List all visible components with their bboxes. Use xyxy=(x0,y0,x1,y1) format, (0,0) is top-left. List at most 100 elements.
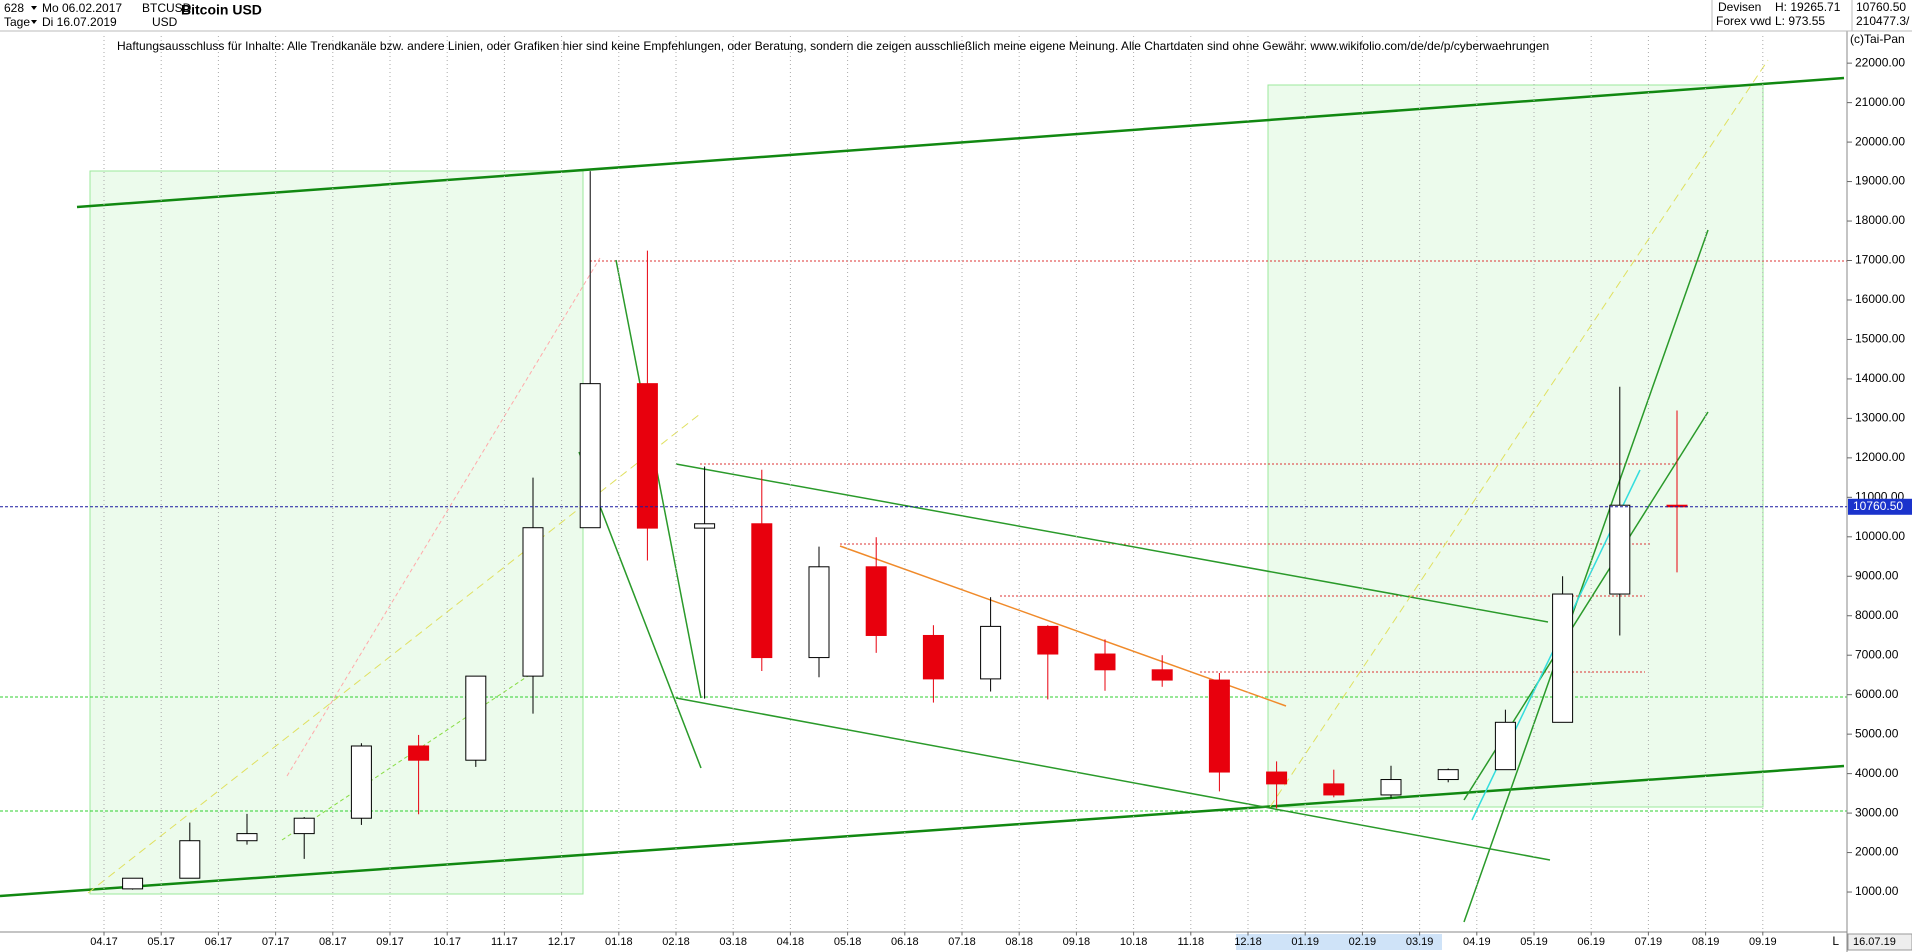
x-tick-label: 01.18 xyxy=(605,936,633,948)
trend-line xyxy=(0,764,1845,898)
period[interactable]: Tage xyxy=(4,15,30,29)
trend-line xyxy=(1269,59,1769,808)
x-tick-label: 11.17 xyxy=(491,936,518,948)
candle-body xyxy=(236,833,258,842)
candle-body xyxy=(636,383,658,529)
x-tick-label: 11.18 xyxy=(1177,936,1204,948)
market: Devisen xyxy=(1718,0,1761,14)
x-tick-label: 10.18 xyxy=(1120,936,1148,948)
candle-body xyxy=(179,840,201,879)
x-tick-label: 02.18 xyxy=(662,936,690,948)
trend-line xyxy=(675,697,1551,861)
y-tick-label: 16000.00 xyxy=(1855,292,1905,306)
candle-body xyxy=(1494,721,1516,771)
candle-body xyxy=(408,745,430,761)
candle-body xyxy=(808,566,830,659)
y-tick-label: 17000.00 xyxy=(1855,253,1905,267)
y-tick-label: 13000.00 xyxy=(1855,411,1905,425)
x-tick-label: 03.19 xyxy=(1406,936,1434,948)
header-bar xyxy=(0,0,1912,31)
y-tick-label: 22000.00 xyxy=(1855,55,1905,69)
x-tick-label: 06.17 xyxy=(205,936,233,948)
x-tick-label: 05.19 xyxy=(1520,936,1548,948)
y-tick-label: 18000.00 xyxy=(1855,213,1905,227)
last-price-box xyxy=(1848,498,1912,515)
candle-body xyxy=(579,383,601,529)
x-tick-label: 03.18 xyxy=(719,936,747,948)
y-tick-label: 19000.00 xyxy=(1855,174,1905,188)
trend-line xyxy=(286,257,601,777)
candle-body xyxy=(465,675,487,761)
x-tick-label: 04.19 xyxy=(1463,936,1491,948)
y-tick-label: 12000.00 xyxy=(1855,450,1905,464)
chart-id[interactable]: 628 xyxy=(4,1,24,15)
x-tick-label: 09.17 xyxy=(376,936,404,948)
annotations xyxy=(0,59,1847,923)
symbol: BTCUSD xyxy=(142,1,192,15)
x-tick-label: 12.17 xyxy=(548,936,576,948)
disclaimer: Haftungsausschluss für Inhalte: Alle Tre… xyxy=(117,39,1549,53)
y-tick-label: 20000.00 xyxy=(1855,134,1905,148)
header: 628 Tage Mo 06.02.2017 Di 16.07.2019 BTC… xyxy=(0,0,1912,32)
candle-body xyxy=(1037,625,1059,655)
x-tick-label: 05.18 xyxy=(834,936,862,948)
trend-line xyxy=(839,545,1287,707)
candle-body xyxy=(1609,504,1631,595)
end-date: 16.07.19 xyxy=(1853,936,1896,948)
trend-line xyxy=(76,76,1845,209)
candle-body xyxy=(694,523,716,529)
y-tick-label: 8000.00 xyxy=(1855,608,1899,622)
scale-mode[interactable]: L xyxy=(1832,934,1839,948)
x-tick-label: 09.19 xyxy=(1749,936,1777,948)
trend-line xyxy=(675,463,1549,623)
y-tick-label: 7000.00 xyxy=(1855,647,1899,661)
candle-body xyxy=(1323,783,1345,796)
volume-info: 210477.3/ xyxy=(1856,14,1910,28)
candle-body xyxy=(522,527,544,677)
x-tick-label: 07.17 xyxy=(262,936,290,948)
x-tick-label: 05.17 xyxy=(147,936,175,948)
y-tick-label: 6000.00 xyxy=(1855,687,1899,701)
y-tick-label: 3000.00 xyxy=(1855,805,1899,819)
y-tick-label: 15000.00 xyxy=(1855,332,1905,346)
y-tick-label: 10000.00 xyxy=(1855,529,1905,543)
candle-body xyxy=(1208,679,1230,773)
trend-line xyxy=(615,259,702,699)
candle-body xyxy=(1552,593,1574,723)
candle-body xyxy=(922,634,944,680)
last-info: 10760.50 xyxy=(1856,0,1906,14)
candle-body xyxy=(122,877,144,890)
x-tick-label: 06.19 xyxy=(1577,936,1605,948)
candle-body xyxy=(1380,779,1402,796)
candle-body xyxy=(293,817,315,835)
x-tick-label: 08.19 xyxy=(1692,936,1720,948)
candle-body xyxy=(350,745,372,819)
y-tick-label: 21000.00 xyxy=(1855,95,1905,109)
low-info: L: 973.55 xyxy=(1775,14,1825,28)
candle-body xyxy=(980,625,1002,680)
y-tick-label: 2000.00 xyxy=(1855,845,1899,859)
x-tick-label: 08.18 xyxy=(1005,936,1033,948)
copyright: (c)Tai-Pan xyxy=(1850,32,1905,46)
x-tick-label: 07.18 xyxy=(948,936,976,948)
candle-body xyxy=(751,523,773,659)
y-tick-label: 4000.00 xyxy=(1855,766,1899,780)
y-tick-label: 14000.00 xyxy=(1855,371,1905,385)
dropdown-icon[interactable] xyxy=(31,6,37,10)
x-tick-label: 02.19 xyxy=(1349,936,1377,948)
candle-body xyxy=(1266,771,1288,785)
x-tick-label: 07.19 xyxy=(1635,936,1663,948)
candle-body xyxy=(1151,669,1173,681)
candle-body xyxy=(865,566,887,636)
source: Forex vwd xyxy=(1716,14,1771,28)
chart-title: Bitcoin USD xyxy=(181,2,262,18)
y-tick-label: 9000.00 xyxy=(1855,568,1899,582)
dropdown-icon[interactable] xyxy=(31,20,37,24)
y-tick-label: 1000.00 xyxy=(1855,884,1899,898)
x-tick-label: 04.17 xyxy=(90,936,118,948)
x-tick-label: 08.17 xyxy=(319,936,347,948)
trend-line xyxy=(1463,229,1709,923)
x-tick-label: 10.17 xyxy=(433,936,461,948)
selection-range[interactable] xyxy=(1236,934,1442,950)
